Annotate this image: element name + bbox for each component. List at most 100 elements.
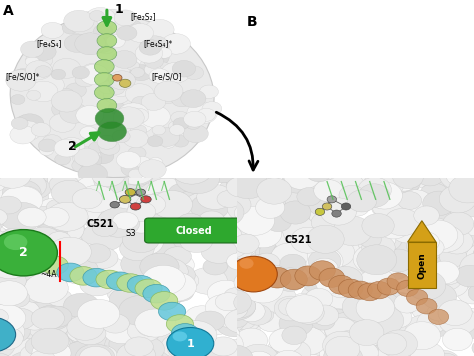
Circle shape [171,111,189,124]
Circle shape [4,164,48,194]
Circle shape [445,329,470,347]
Circle shape [316,229,338,246]
Circle shape [449,174,474,203]
Text: [Fe/S/O]: [Fe/S/O] [151,73,182,82]
Circle shape [240,263,278,290]
Circle shape [128,147,146,159]
Circle shape [290,293,317,313]
Circle shape [125,337,153,356]
Circle shape [112,51,137,68]
Circle shape [439,306,474,335]
Circle shape [140,350,164,356]
Circle shape [385,293,417,316]
Circle shape [368,235,393,253]
Circle shape [221,280,248,298]
Circle shape [95,156,130,180]
Circle shape [141,282,182,310]
Circle shape [359,238,383,256]
Circle shape [265,184,297,206]
Circle shape [292,160,326,186]
Circle shape [127,276,155,294]
Circle shape [237,204,259,220]
Text: [Fe/S/O]*: [Fe/S/O]* [5,73,40,82]
Circle shape [348,281,373,299]
Circle shape [234,291,267,314]
Circle shape [123,348,165,356]
Circle shape [128,56,141,65]
Circle shape [223,169,250,189]
Circle shape [92,349,132,356]
Circle shape [106,272,134,290]
Circle shape [338,279,363,298]
Circle shape [109,329,152,356]
Circle shape [251,306,273,323]
Circle shape [222,258,251,280]
Circle shape [404,354,435,356]
Text: C521: C521 [86,219,114,229]
Circle shape [423,191,456,216]
Circle shape [387,229,421,254]
Circle shape [291,227,325,253]
Circle shape [114,156,156,184]
Circle shape [113,131,128,142]
Circle shape [0,162,27,184]
Circle shape [10,126,36,144]
Circle shape [18,208,46,227]
Circle shape [109,71,136,90]
Circle shape [26,61,52,79]
Circle shape [136,189,146,195]
Circle shape [0,223,9,252]
Circle shape [253,160,297,190]
Circle shape [151,262,178,280]
Circle shape [205,294,243,320]
Circle shape [313,177,341,197]
Circle shape [98,42,114,54]
Circle shape [13,161,41,180]
Circle shape [136,194,165,215]
Circle shape [398,192,421,210]
Circle shape [358,234,383,253]
Circle shape [273,201,302,224]
Circle shape [173,118,189,130]
Circle shape [42,212,84,241]
Circle shape [280,158,315,184]
Circle shape [18,278,55,303]
Circle shape [145,19,174,40]
Circle shape [199,211,225,229]
Circle shape [26,227,62,252]
Circle shape [228,307,257,330]
Circle shape [0,299,41,328]
Circle shape [0,231,28,261]
Circle shape [208,351,235,356]
Circle shape [128,337,164,356]
Circle shape [124,319,153,339]
Circle shape [0,302,22,327]
Circle shape [132,96,150,109]
Circle shape [425,309,451,328]
Circle shape [112,130,130,143]
Circle shape [272,350,304,356]
Circle shape [235,191,263,212]
Circle shape [372,194,403,218]
Circle shape [182,192,227,222]
Circle shape [75,33,106,55]
Circle shape [70,267,97,285]
Circle shape [342,278,369,298]
Circle shape [82,63,103,79]
Circle shape [353,245,392,273]
Circle shape [142,265,185,295]
Circle shape [225,295,256,318]
Circle shape [282,170,312,193]
Circle shape [391,172,417,191]
Circle shape [0,344,6,356]
Circle shape [95,108,124,129]
Circle shape [154,128,180,147]
Circle shape [240,344,273,356]
Circle shape [451,309,474,327]
Circle shape [137,319,163,336]
Circle shape [315,208,325,215]
Circle shape [97,21,117,35]
Circle shape [31,307,64,330]
Circle shape [171,156,212,184]
Circle shape [365,341,387,356]
